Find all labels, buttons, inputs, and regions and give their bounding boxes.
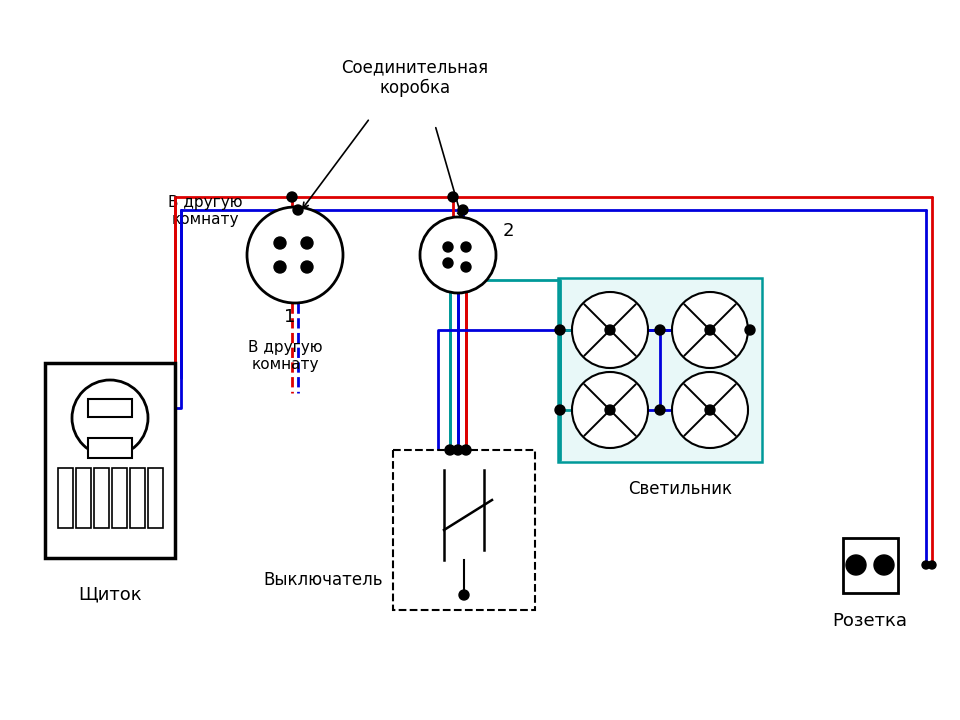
Text: 1: 1 [284,308,296,326]
Bar [88,399,132,417]
Text: Розетка: Розетка [832,612,907,630]
Circle shape [874,555,894,575]
Circle shape [72,380,148,456]
Circle shape [605,325,615,335]
Circle shape [705,405,715,415]
Circle shape [555,405,565,415]
Bar [130,468,145,528]
Circle shape [705,325,715,335]
Circle shape [928,561,936,569]
Circle shape [443,242,453,252]
Circle shape [274,261,286,273]
Circle shape [445,445,455,455]
Bar [148,468,163,528]
Circle shape [247,207,343,303]
Circle shape [458,205,468,215]
Text: Соединительная
коробка: Соединительная коробка [342,58,489,97]
Bar [112,468,127,528]
Bar [94,468,109,528]
Bar [76,468,91,528]
Bar [843,538,898,593]
Circle shape [672,292,748,368]
Text: Выключатель: Выключатель [263,571,383,589]
Bar [88,438,132,458]
Circle shape [301,261,313,273]
Circle shape [461,242,471,252]
Bar [393,450,535,610]
Circle shape [293,205,303,215]
Circle shape [420,217,496,293]
Circle shape [443,258,453,268]
Circle shape [655,325,665,335]
Bar [58,468,73,528]
Circle shape [605,405,615,415]
Circle shape [453,445,463,455]
Bar [558,278,762,462]
Circle shape [745,325,755,335]
Circle shape [448,192,458,202]
Circle shape [461,262,471,272]
Text: Щиток: Щиток [78,585,142,603]
Circle shape [555,325,565,335]
Circle shape [461,445,471,455]
Circle shape [655,405,665,415]
Bar [45,363,175,558]
Circle shape [287,192,297,202]
Text: 2: 2 [502,222,514,240]
Circle shape [572,372,648,448]
Text: В другую
комнату: В другую комнату [168,195,242,228]
Circle shape [922,561,930,569]
Circle shape [301,237,313,249]
Circle shape [459,590,469,600]
Text: Светильник: Светильник [628,480,732,498]
Circle shape [672,372,748,448]
Circle shape [572,292,648,368]
Text: В другую
комнату: В другую комнату [248,340,323,372]
Circle shape [846,555,866,575]
Circle shape [274,237,286,249]
